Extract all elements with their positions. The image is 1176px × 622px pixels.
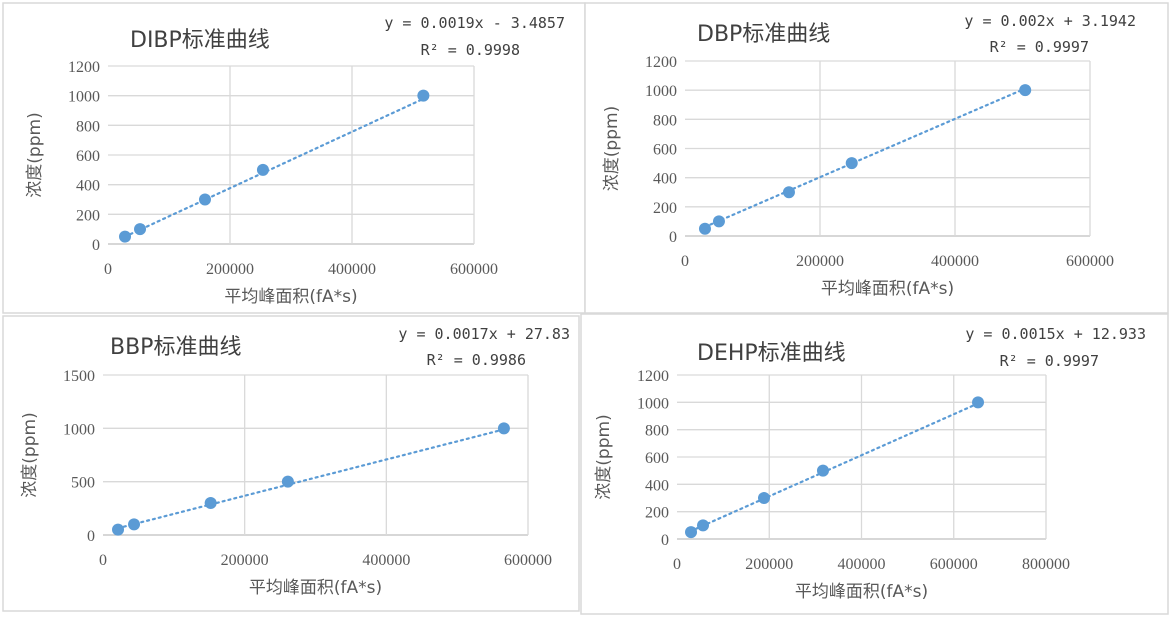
y-tick-label: 0 bbox=[87, 528, 95, 545]
chart-3: 0 200 400 600 800 1000 1200 0 200000 400000 600000… bbox=[580, 313, 1169, 615]
data-point bbox=[204, 497, 217, 509]
trendline-equation: y = 0.0017x + 27.83 bbox=[398, 325, 570, 343]
x-tick-label: 200000 bbox=[796, 253, 844, 270]
chart-title: DIBP标准曲线 bbox=[130, 28, 270, 53]
y-tick-label: 0 bbox=[669, 229, 677, 246]
r-squared: R² = 0.9986 bbox=[427, 351, 526, 369]
chart-panel bbox=[580, 313, 1169, 615]
chart-panel bbox=[584, 2, 1169, 314]
chart-0: 0 200 400 600 800 1000 1200 0 200000 400000 600000… bbox=[2, 2, 586, 314]
x-axis-label: 平均峰面积(fA*s) bbox=[821, 279, 954, 299]
x-tick-label: 600000 bbox=[504, 552, 552, 569]
y-axis-label: 浓度(ppm) bbox=[25, 112, 45, 197]
data-point bbox=[497, 422, 510, 435]
y-tick-label: 800 bbox=[653, 112, 677, 129]
r-squared: R² = 0.9997 bbox=[1000, 352, 1099, 370]
y-tick-label: 800 bbox=[76, 118, 100, 135]
trendline-equation: y = 0.0015x + 12.933 bbox=[965, 325, 1146, 343]
trendline-equation: y = 0.0019x - 3.4857 bbox=[384, 14, 565, 32]
y-tick-label: 500 bbox=[71, 475, 95, 492]
x-tick-label: 600000 bbox=[930, 556, 978, 573]
y-tick-label: 0 bbox=[661, 532, 669, 549]
y-axis-label: 浓度(ppm) bbox=[602, 106, 622, 191]
data-point bbox=[757, 492, 770, 504]
chart-title: DBP标准曲线 bbox=[697, 22, 830, 47]
data-point bbox=[198, 193, 211, 206]
y-tick-label: 800 bbox=[645, 423, 669, 440]
y-axis-label: 浓度(ppm) bbox=[594, 414, 614, 499]
y-axis-label: 浓度(ppm) bbox=[20, 412, 40, 497]
x-tick-label: 0 bbox=[104, 261, 112, 278]
data-point bbox=[782, 186, 795, 199]
x-tick-label: 800000 bbox=[1022, 556, 1070, 573]
x-tick-label: 0 bbox=[99, 552, 107, 569]
trendline-equation: y = 0.002x + 3.1942 bbox=[964, 12, 1136, 30]
x-tick-label: 200000 bbox=[745, 556, 793, 573]
y-tick-label: 1200 bbox=[68, 59, 100, 76]
y-tick-label: 600 bbox=[76, 148, 100, 165]
chart-title: BBP标准曲线 bbox=[110, 335, 241, 360]
data-point bbox=[712, 215, 725, 228]
data-point bbox=[128, 518, 141, 531]
chart-title: DEHP标准曲线 bbox=[697, 341, 846, 366]
x-tick-label: 400000 bbox=[931, 253, 979, 270]
trendline bbox=[689, 402, 980, 533]
data-point bbox=[256, 163, 269, 176]
y-tick-label: 200 bbox=[653, 200, 677, 217]
y-tick-label: 0 bbox=[92, 237, 100, 254]
chart-panel bbox=[2, 315, 580, 612]
data-point bbox=[685, 526, 698, 539]
y-tick-label: 200 bbox=[645, 505, 669, 522]
chart-2: 0 500 1000 1500 0 200000 400000 600000 BBP标准曲线 y … bbox=[2, 315, 580, 612]
y-tick-label: 1200 bbox=[637, 368, 669, 385]
data-point bbox=[816, 464, 829, 477]
y-tick-label: 600 bbox=[653, 142, 677, 159]
x-tick-label: 400000 bbox=[328, 261, 376, 278]
x-tick-label: 200000 bbox=[206, 261, 254, 278]
data-point bbox=[1019, 84, 1032, 97]
y-tick-label: 400 bbox=[653, 171, 677, 188]
y-tick-label: 600 bbox=[645, 450, 669, 467]
x-axis-label: 平均峰面积(fA*s) bbox=[224, 287, 357, 307]
data-point bbox=[698, 222, 711, 235]
x-axis-label: 平均峰面积(fA*s) bbox=[249, 578, 382, 598]
y-tick-label: 1000 bbox=[645, 83, 677, 100]
x-tick-label: 600000 bbox=[1066, 253, 1114, 270]
y-tick-label: 1000 bbox=[637, 395, 669, 412]
y-tick-label: 1200 bbox=[645, 54, 677, 71]
x-tick-label: 400000 bbox=[838, 556, 886, 573]
chart-1: 0 200 400 600 800 1000 1200 0 200000 400000 600000… bbox=[584, 2, 1169, 314]
x-tick-label: 200000 bbox=[221, 552, 269, 569]
data-point bbox=[281, 475, 294, 488]
trendline bbox=[703, 87, 1027, 229]
y-tick-label: 400 bbox=[645, 477, 669, 494]
r-squared: R² = 0.9998 bbox=[421, 41, 520, 59]
y-tick-label: 1000 bbox=[63, 421, 95, 438]
y-tick-label: 1000 bbox=[68, 89, 100, 106]
data-point bbox=[417, 89, 430, 102]
data-point bbox=[972, 396, 985, 409]
trendline bbox=[116, 428, 506, 530]
y-tick-label: 1500 bbox=[63, 368, 95, 385]
y-tick-label: 400 bbox=[76, 178, 100, 195]
data-point bbox=[112, 523, 125, 536]
x-tick-label: 400000 bbox=[362, 552, 410, 569]
data-point bbox=[845, 157, 858, 170]
data-point bbox=[697, 519, 710, 532]
data-point bbox=[134, 223, 147, 236]
x-tick-label: 0 bbox=[673, 556, 681, 573]
x-axis-label: 平均峰面积(fA*s) bbox=[795, 582, 928, 602]
data-point bbox=[119, 230, 132, 243]
x-tick-label: 0 bbox=[681, 253, 689, 270]
x-tick-label: 600000 bbox=[450, 261, 498, 278]
r-squared: R² = 0.9997 bbox=[990, 38, 1089, 56]
y-tick-label: 200 bbox=[76, 207, 100, 224]
trendline bbox=[123, 97, 425, 238]
